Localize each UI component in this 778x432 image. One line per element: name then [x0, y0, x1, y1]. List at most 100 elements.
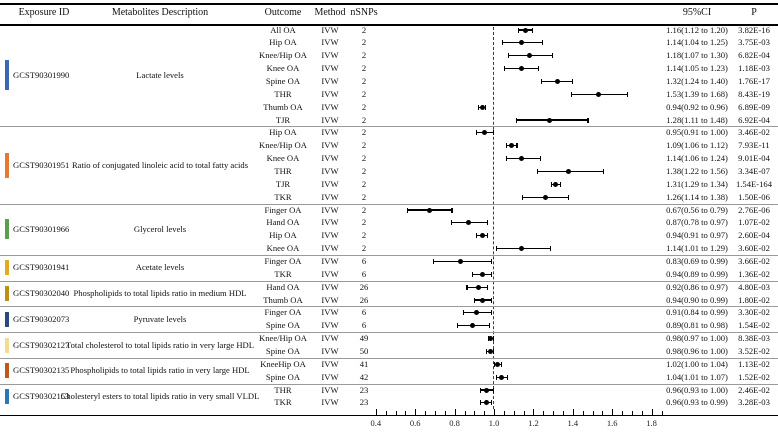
exposure-id-label: GCST90302127: [13, 339, 70, 350]
method-cell: IVW: [321, 191, 339, 202]
metabolite-label: Cholesteryl esters to total lipids ratio…: [60, 390, 260, 401]
ci-cap-right: [500, 361, 502, 367]
point-estimate: [483, 387, 489, 393]
nsnps-cell: 2: [361, 24, 367, 35]
outcome-cell: Hand OA: [266, 217, 300, 228]
axis-tick-label: 1.2: [528, 417, 539, 428]
ci-cap-left: [476, 130, 478, 136]
point-estimate: [479, 104, 485, 110]
method-cell: IVW: [321, 333, 339, 344]
method-cell: IVW: [321, 101, 339, 112]
header-method: Method: [314, 7, 346, 18]
ci-cap-right: [506, 374, 508, 380]
p-cell: 3.34E-07: [738, 165, 770, 176]
axis-major-tick: [651, 409, 653, 415]
axis-minor-tick: [434, 411, 436, 415]
ci-cell: 1.14(1.01 to 1.29): [666, 243, 728, 254]
p-cell: 3.82E-16: [738, 24, 770, 35]
axis-minor-tick: [523, 411, 525, 415]
group-separator: [0, 332, 778, 334]
outcome-cell: Hip OA: [269, 37, 297, 48]
axis-minor-tick: [503, 411, 505, 415]
axis-minor-tick: [543, 411, 545, 415]
method-cell: IVW: [321, 37, 339, 48]
group-separator: [0, 255, 778, 256]
ci-cell: 1.38(1.22 to 1.56): [666, 165, 728, 176]
method-cell: IVW: [321, 50, 339, 61]
p-cell: 1.07E-02: [738, 217, 770, 228]
p-cell: 8.38E-03: [738, 333, 770, 344]
ci-cap-right: [626, 91, 628, 97]
axis-tick-label: 1.0: [488, 417, 500, 428]
ci-cap-left: [456, 323, 458, 329]
ci-cap-left: [541, 78, 543, 84]
axis-minor-tick: [474, 411, 476, 415]
p-cell: 1.13E-02: [738, 358, 770, 369]
axis-minor-tick: [425, 411, 427, 415]
ci-cell: 0.98(0.97 to 1.00): [666, 333, 728, 344]
outcome-cell: TJR: [275, 114, 291, 125]
outcome-cell: Spine OA: [265, 371, 301, 382]
axis-tick-label: 0.8: [449, 417, 460, 428]
ci-cell: 0.83(0.69 to 0.99): [666, 255, 728, 266]
ci-cap-left: [507, 53, 509, 59]
ci-cap-right: [603, 168, 605, 174]
group-separator: [0, 203, 778, 205]
ci-cap-left: [478, 104, 480, 110]
axis-minor-tick: [395, 411, 397, 415]
ci-cell: 0.94(0.90 to 0.99): [666, 294, 728, 305]
ci-cap-left: [521, 194, 523, 200]
nsnps-cell: 2: [361, 165, 367, 176]
outcome-cell: THR: [274, 88, 292, 99]
axis-tick-label: 0.4: [370, 417, 382, 428]
p-cell: 1.54E-02: [738, 320, 770, 331]
header-outcome: Outcome: [264, 7, 302, 18]
p-cell: 1.54E-164: [735, 178, 773, 189]
ci-cell: 0.67(0.56 to 0.79): [666, 204, 728, 215]
point-estimate: [554, 78, 560, 84]
ci-cap-right: [540, 156, 542, 162]
axis-minor-tick: [484, 411, 486, 415]
method-cell: IVW: [321, 114, 339, 125]
ci-cap-right: [549, 246, 552, 252]
p-cell: 7.93E-11: [738, 140, 770, 151]
group-color-bar: [5, 260, 9, 276]
metabolite-label: Phospholipids to total lipids ratio in v…: [70, 365, 250, 376]
metabolite-label: Lactate levels: [136, 69, 184, 80]
axis-major-tick: [494, 409, 495, 415]
axis-tick-label: 0.6: [409, 417, 421, 428]
group-separator: [0, 357, 778, 359]
ci-cap-right: [542, 40, 544, 46]
outcome-cell: Spine OA: [265, 75, 301, 86]
axis-minor-tick: [661, 411, 663, 415]
group-separator: [0, 280, 778, 282]
group-color-bar: [5, 363, 9, 379]
group-color-bar: [5, 286, 9, 302]
nsnps-cell: 23: [359, 397, 369, 408]
point-estimate: [509, 143, 515, 149]
point-estimate: [499, 374, 505, 380]
header-p: P: [751, 7, 757, 18]
nsnps-cell: 41: [359, 358, 369, 369]
p-cell: 2.46E-02: [738, 384, 770, 395]
method-cell: IVW: [321, 140, 339, 151]
point-estimate: [519, 66, 525, 72]
ci-cap-right: [488, 323, 491, 329]
method-cell: IVW: [321, 24, 339, 35]
metabolite-label: Pyruvate levels: [133, 313, 187, 324]
outcome-cell: TKR: [274, 268, 292, 279]
outcome-cell: Knee OA: [266, 243, 300, 254]
outcome-cell: Knee/Hip OA: [259, 333, 307, 344]
outcome-cell: THR: [274, 165, 292, 176]
p-cell: 6.92E-04: [738, 114, 770, 125]
ci-cap-left: [537, 168, 539, 174]
exposure-id-label: GCST90302073: [13, 313, 70, 324]
axis-tick-label: 1.4: [567, 417, 579, 428]
ci-cell: 0.87(0.78 to 0.97): [666, 217, 728, 228]
axis-minor-tick: [444, 411, 446, 415]
axis-major-tick: [572, 409, 574, 415]
metabolite-label: Total cholesterol to total lipids ratio …: [65, 339, 255, 350]
ci-cell: 1.14(1.05 to 1.23): [666, 63, 728, 74]
point-estimate: [479, 297, 485, 303]
ci-cap-right: [490, 310, 492, 316]
